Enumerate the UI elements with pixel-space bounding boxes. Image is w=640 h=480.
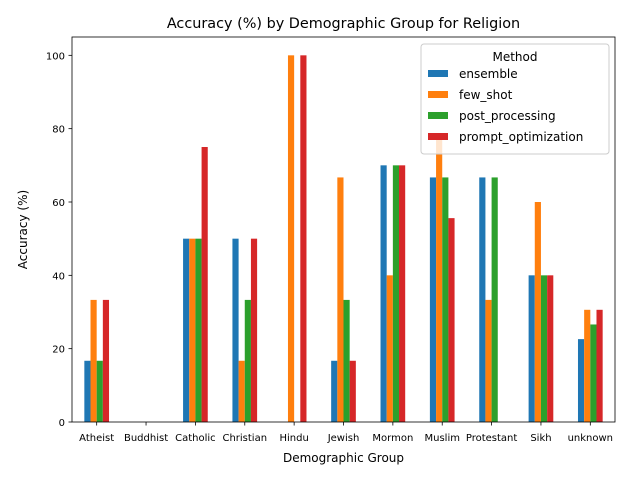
bar-ensemble-Catholic xyxy=(183,238,190,422)
bar-few_shot-Hindu xyxy=(287,55,295,422)
x-tick-label-Catholic: Catholic xyxy=(175,433,216,444)
y-tick-label: 20 xyxy=(52,345,65,356)
bar-ensemble-Jewish xyxy=(331,360,338,422)
bar-few_shot-Atheist xyxy=(90,299,97,422)
bar-post_processing-Sikh xyxy=(540,275,548,422)
x-tick-label-Jewish: Jewish xyxy=(327,433,360,444)
legend-swatch-prompt_optimization xyxy=(428,133,448,140)
bar-few_shot-Mormon xyxy=(386,275,393,422)
legend: Method ensemble few_shot post_processingpr… xyxy=(420,43,610,155)
bar-prompt_optimization-Mormon xyxy=(399,165,406,422)
legend-swatch-ensemble xyxy=(428,70,448,77)
bar-few_shot-Protestant xyxy=(485,299,492,422)
x-tick-label-Protestant: Protestant xyxy=(466,433,518,444)
x-tick-label-Christian: Christian xyxy=(222,433,267,444)
legend-box xyxy=(420,43,610,155)
bar-post_processing-unknown xyxy=(590,324,597,422)
x-axis-label: Demographic Group xyxy=(283,451,404,465)
bar-prompt_optimization-unknown xyxy=(596,309,603,422)
bar-prompt_optimization-Catholic xyxy=(201,147,208,422)
bar-prompt_optimization-Muslim xyxy=(448,218,455,422)
y-axis-ticks: 0 20 40 60 80 100 xyxy=(46,51,72,429)
bar-post_processing-Christian xyxy=(244,299,251,422)
bar-ensemble-Atheist xyxy=(84,360,91,422)
bar-post_processing-Jewish xyxy=(343,299,350,422)
bar-few_shot-Christian xyxy=(238,360,245,422)
y-tick-label: 100 xyxy=(46,51,65,62)
bar-few_shot-Sikh xyxy=(534,202,541,422)
bar-post_processing-Mormon xyxy=(392,165,400,422)
x-tick-label-Atheist: Atheist xyxy=(79,433,114,444)
y-tick-label: 60 xyxy=(52,198,65,209)
bar-few_shot-Catholic xyxy=(189,238,196,422)
bar-post_processing-Atheist xyxy=(96,360,103,422)
bar-ensemble-Sikh xyxy=(528,275,535,422)
x-tick-label-Mormon: Mormon xyxy=(372,433,413,444)
legend-label-ensemble: ensemble xyxy=(459,67,518,81)
y-tick-label: 40 xyxy=(52,271,65,282)
legend-title: Method xyxy=(492,50,537,64)
bar-ensemble-Mormon xyxy=(380,165,387,422)
legend-swatch-few_shot xyxy=(428,91,448,98)
x-axis-ticks: Atheist Buddhist Catholic Christian Hindu Jew… xyxy=(79,422,613,444)
bar-prompt_optimization-Christian xyxy=(250,238,258,422)
bar-prompt_optimization-Atheist xyxy=(102,299,110,422)
bar-post_processing-Catholic xyxy=(195,238,202,422)
x-tick-label-Hindu: Hindu xyxy=(279,433,308,444)
chart-title: Accuracy (%) by Demographic Group for Re… xyxy=(167,16,520,32)
x-tick-label-unknown: unknown xyxy=(568,433,613,444)
y-tick-label: 80 xyxy=(52,125,65,136)
x-tick-label-Sikh: Sikh xyxy=(530,433,551,444)
y-axis-label: Accuracy (%) xyxy=(16,190,30,269)
bars-group xyxy=(84,55,603,423)
plot-frame xyxy=(71,36,616,423)
bar-ensemble-unknown xyxy=(577,339,585,422)
bar-ensemble-Protestant xyxy=(479,177,486,422)
legend-label-post_processing: post_processing xyxy=(459,109,556,123)
bar-few_shot-Jewish xyxy=(337,177,344,422)
bar-ensemble-Muslim xyxy=(429,177,437,422)
bar-ensemble-Christian xyxy=(232,238,239,422)
bar-post_processing-Protestant xyxy=(491,177,498,422)
bar-post_processing-Muslim xyxy=(442,177,449,422)
y-tick-label: 0 xyxy=(59,418,65,429)
bar-few_shot-unknown xyxy=(584,309,591,422)
bar-few_shot-Muslim xyxy=(436,136,443,423)
bar-prompt_optimization-Hindu xyxy=(300,55,307,422)
legend-label-few_shot: few_shot xyxy=(459,88,513,102)
x-tick-label-Muslim: Muslim xyxy=(424,433,459,444)
legend-swatch-post_processing xyxy=(428,112,448,119)
bar-prompt_optimization-Jewish xyxy=(349,360,356,422)
bar-prompt_optimization-Sikh xyxy=(547,275,554,422)
legend-label-prompt_optimization: prompt_optimization xyxy=(459,130,583,144)
x-tick-label-Buddhist: Buddhist xyxy=(124,433,168,444)
